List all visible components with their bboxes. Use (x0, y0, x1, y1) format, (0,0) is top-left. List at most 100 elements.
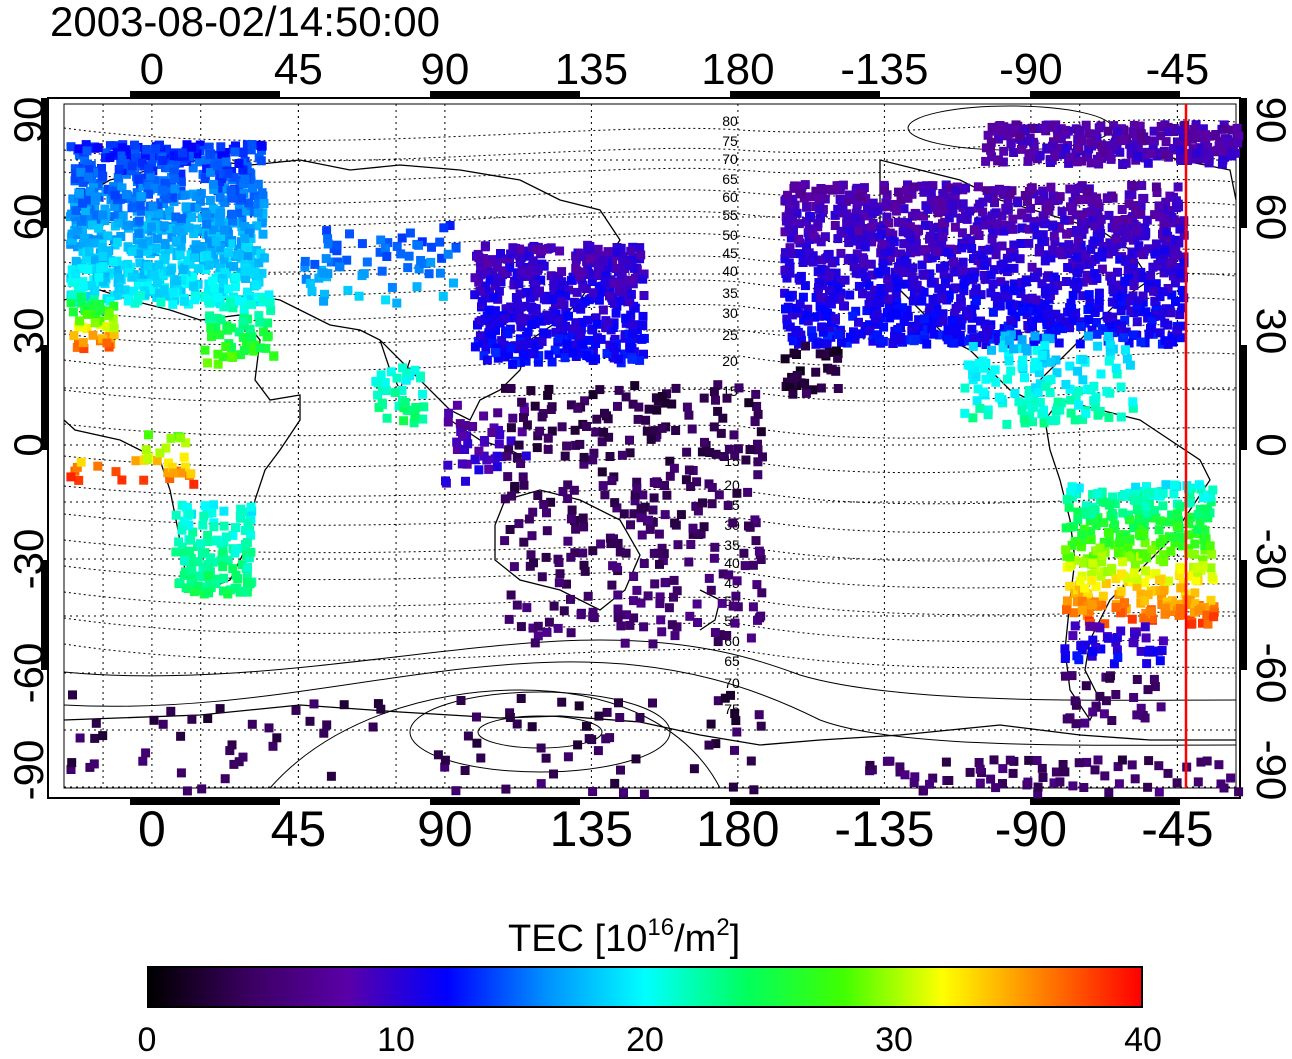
tec-cell (892, 281, 901, 291)
tec-cell (988, 307, 998, 317)
tec-cell (218, 545, 228, 555)
tec-cell (1172, 325, 1182, 335)
tec-cell (1172, 509, 1182, 519)
tec-cell (444, 408, 454, 418)
tec-cell (657, 423, 667, 433)
tec-cell (205, 239, 214, 248)
tec-cell (455, 419, 465, 429)
tec-cell (234, 296, 244, 306)
tec-cell (732, 488, 742, 498)
tec-cell (100, 272, 110, 282)
tec-cell (375, 247, 385, 257)
tec-cell (999, 226, 1009, 236)
contour-label: 80 (722, 113, 738, 129)
tec-cell (258, 208, 268, 218)
tec-cell (1116, 412, 1126, 422)
tec-cell (804, 235, 814, 244)
tec-cell (203, 537, 213, 547)
tec-cell (1071, 719, 1081, 729)
tec-cell (526, 386, 536, 396)
tec-cell (999, 146, 1009, 156)
tec-cell (1194, 480, 1204, 490)
tec-cell (323, 269, 333, 279)
tec-cell (1117, 300, 1127, 310)
tec-cell (1119, 333, 1129, 343)
tec-cell (944, 213, 954, 223)
tec-cell (971, 372, 981, 382)
tec-cell (1016, 239, 1026, 248)
tec-cell (596, 283, 606, 293)
tec-cell (88, 330, 98, 340)
tec-cell (475, 331, 485, 341)
tec-cell (616, 765, 625, 775)
tec-cell (1161, 227, 1171, 237)
tec-cell (529, 303, 538, 313)
tec-cell (1068, 631, 1078, 641)
tec-cell (1107, 276, 1116, 286)
tec-cell (1094, 237, 1104, 247)
tec-cell (1009, 286, 1019, 296)
tec-cell (780, 248, 790, 258)
tec-cell (905, 233, 915, 243)
tec-cell (1057, 250, 1067, 260)
tec-cell (1117, 755, 1127, 765)
tec-cell (547, 402, 557, 412)
tec-cell (1185, 489, 1195, 499)
tec-cell (112, 195, 122, 205)
tec-cell (968, 413, 978, 423)
tec-cell (223, 325, 233, 335)
tec-cell (1153, 487, 1163, 497)
tec-cell (1155, 575, 1164, 585)
tec-cell (463, 439, 473, 449)
tec-cell (1139, 246, 1149, 256)
tec-cell (861, 225, 871, 235)
tec-cell (1161, 137, 1171, 147)
contour-label: 45 (722, 245, 738, 261)
tec-cell (630, 496, 640, 506)
tec-cell (1053, 397, 1063, 407)
tec-cell (1167, 257, 1177, 267)
tec-cell (1216, 779, 1226, 789)
tec-cell (1128, 249, 1138, 259)
tec-cell (873, 205, 883, 215)
tec-cell (909, 778, 919, 787)
tec-cell (718, 413, 728, 423)
tec-cell (117, 475, 127, 485)
tec-cell (1125, 552, 1135, 562)
tec-cell (180, 555, 189, 565)
tec-cell (1088, 646, 1098, 656)
tec-cell (1040, 287, 1050, 297)
tec-cell (896, 249, 906, 259)
tec-cell (910, 772, 920, 782)
tec-cell (510, 481, 520, 491)
tec-cell (1019, 126, 1029, 136)
tec-cell (981, 215, 991, 224)
tec-cell (515, 258, 525, 267)
tec-cell (706, 585, 716, 595)
tec-cell (1006, 366, 1016, 376)
tec-cell (98, 252, 108, 261)
tec-cell (203, 714, 213, 723)
top-lon-tick-label: 90 (420, 45, 469, 94)
tec-cell (822, 253, 832, 262)
tec-cell (1140, 538, 1150, 548)
tec-cell (1084, 129, 1094, 139)
tec-cell (205, 196, 215, 205)
tec-cell (1042, 143, 1052, 153)
tec-cell (188, 527, 198, 537)
tec-cell (842, 338, 852, 348)
tec-cell (256, 156, 266, 166)
tec-cell (1106, 154, 1116, 164)
tec-cell (135, 200, 145, 210)
tec-cell (567, 340, 577, 350)
tec-cell (1226, 773, 1236, 783)
tec-cell (1077, 135, 1087, 145)
tec-cell (1121, 345, 1130, 355)
tec-cell (1167, 510, 1177, 520)
tec-cell (148, 262, 158, 272)
tec-cell (201, 563, 211, 573)
colorbar-tick-label: 20 (626, 1021, 664, 1059)
tec-cell (1110, 540, 1119, 550)
tec-cell (614, 698, 623, 708)
tec-cell (1209, 602, 1219, 612)
